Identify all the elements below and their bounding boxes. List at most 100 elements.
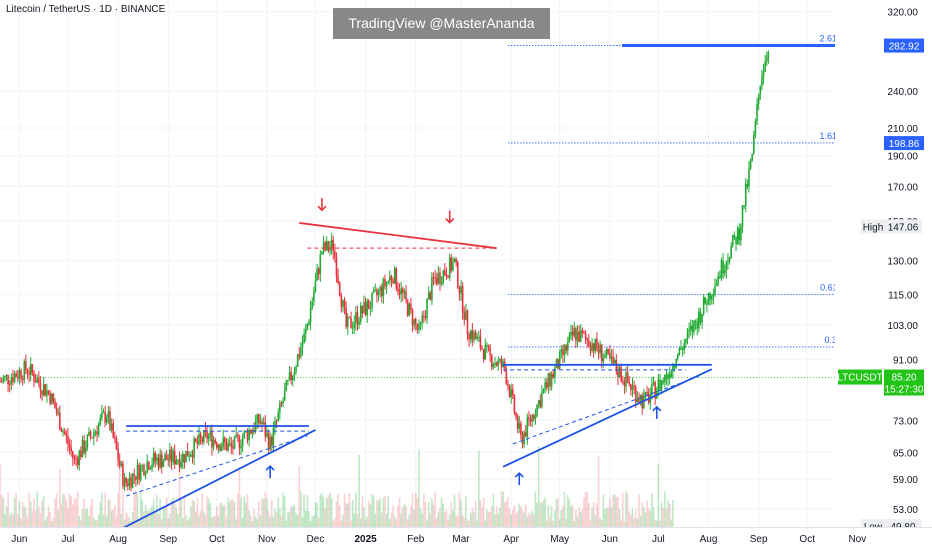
candle-body [329, 247, 331, 251]
volume-bar [241, 518, 244, 527]
volume-bar [4, 513, 6, 527]
price-axis[interactable]: 320.00240.00210.00190.00170.00150.00130.… [835, 0, 932, 550]
candle-body [529, 418, 532, 422]
volume-bar [207, 498, 210, 527]
volume-bar [233, 501, 236, 527]
candle-body [489, 348, 491, 355]
volume-bar [246, 493, 249, 527]
volume-bar [222, 505, 225, 527]
candle-body [120, 463, 123, 466]
volume-bar [448, 514, 451, 527]
candle-body [136, 465, 139, 480]
volume-bar [424, 501, 427, 527]
candle-body [76, 458, 79, 466]
volume-bar [38, 506, 40, 527]
volume-bar [13, 497, 16, 527]
candle-body [88, 431, 90, 436]
candle-body [715, 282, 718, 286]
candle-body [707, 293, 710, 305]
candle-body [694, 320, 697, 322]
candle-body [570, 331, 572, 336]
volume-bar [566, 494, 569, 527]
candle-body [740, 226, 742, 241]
candle-body [73, 457, 76, 459]
volume-bar [502, 491, 504, 527]
candle-body [479, 336, 482, 349]
volume-bar [623, 520, 626, 527]
volume-bar [461, 515, 464, 527]
time-tick-label: Nov [848, 534, 866, 545]
volume-bar [484, 520, 487, 527]
volume-bar [372, 495, 375, 527]
candle-body [423, 315, 425, 317]
candle-body [301, 343, 304, 348]
volume-bar [31, 510, 34, 527]
candle-body [194, 438, 197, 442]
time-tick-label: Apr [503, 534, 519, 545]
volume-bar [123, 519, 126, 527]
volume-bar [552, 520, 555, 527]
volume-bar [256, 518, 259, 527]
time-tick-label: Oct [209, 534, 225, 545]
volume-bar [361, 496, 364, 527]
volume-bar [600, 520, 603, 527]
volume-bar [662, 507, 665, 527]
candle-body [220, 446, 223, 451]
volume-bar [141, 499, 144, 527]
candle-body [107, 411, 110, 418]
volume-bar [646, 500, 648, 527]
candle-body [0, 381, 3, 383]
up-arrow-icon [652, 405, 662, 419]
volume-bar [672, 499, 674, 527]
price-tick-label: 190.00 [887, 152, 918, 163]
candle-body [172, 450, 174, 462]
volume-bar [393, 516, 396, 527]
candle-body [291, 375, 294, 381]
candle-body [563, 345, 566, 355]
volume-bar [473, 511, 475, 527]
candle-body [125, 477, 127, 484]
volume-bar [298, 465, 301, 527]
time-axis[interactable]: Jun Jul Aug Sep Oct Nov Dec 2025 Feb Mar Apr May Jun… [0, 527, 932, 550]
volume-bar [664, 491, 666, 527]
volume-bar [503, 502, 506, 527]
candle-body [89, 431, 92, 438]
volume-bar [306, 494, 309, 527]
candle-body [500, 359, 503, 368]
candle-body [146, 461, 149, 473]
candle-body [217, 444, 220, 448]
candle-body [224, 437, 226, 443]
candle-body [0, 381, 1, 383]
volume-bar [618, 508, 621, 527]
arrow-head [265, 464, 275, 471]
volume-bar [313, 515, 315, 527]
candle-body [178, 459, 181, 467]
candle-body [185, 450, 187, 463]
volume-bar [149, 508, 152, 527]
candle-body [662, 380, 665, 383]
candle-body [190, 454, 192, 457]
symbol-title[interactable]: Litecoin / TetherUS · 1D · BINANCE [6, 4, 166, 15]
volume-bar [594, 514, 597, 527]
volume-bar [25, 507, 27, 527]
volume-bar [406, 519, 409, 527]
candle-body [71, 451, 74, 458]
candle-body [544, 382, 546, 390]
candle-body [126, 483, 129, 486]
candle-body [524, 432, 527, 437]
volume-bar [392, 505, 394, 527]
trendlines[interactable] [117, 222, 713, 532]
volume-bar [138, 519, 140, 527]
candle-body [749, 160, 752, 169]
volume-bar [481, 507, 483, 527]
candle-body [233, 435, 236, 449]
volume-bar [332, 520, 335, 527]
candle-body [246, 430, 249, 441]
volume-bar [641, 502, 644, 527]
volume-bar [523, 512, 525, 527]
volume-bar [42, 496, 45, 527]
volume-bar [204, 514, 207, 527]
candle-body [693, 320, 695, 332]
time-tick-label: Aug [700, 534, 718, 545]
